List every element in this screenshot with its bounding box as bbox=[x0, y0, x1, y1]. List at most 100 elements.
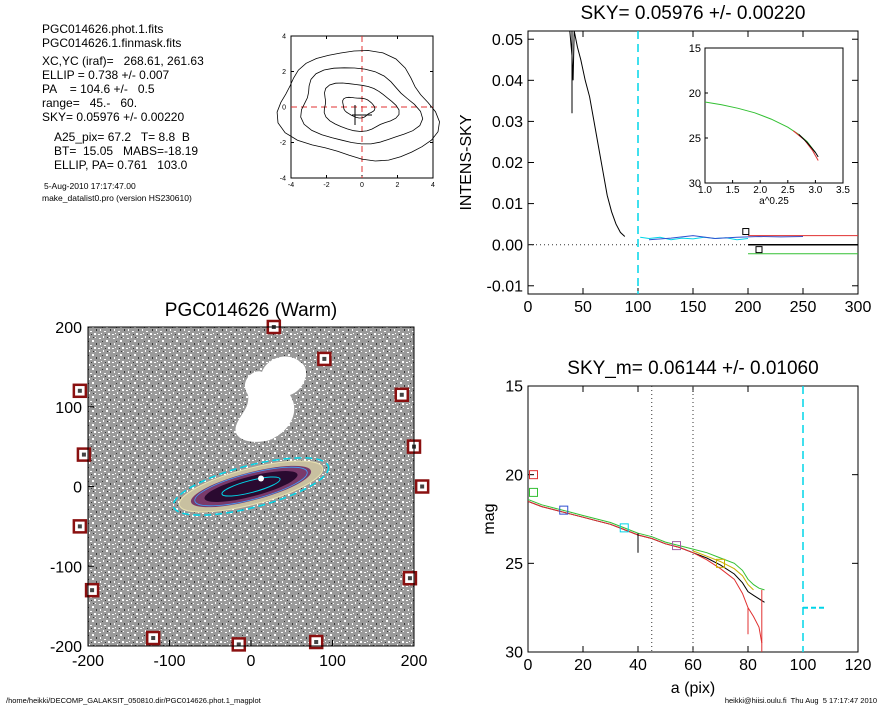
sky-inset: 1.0 1.5 2.0 2.5 3.0 3.5 15 20 25 30 a^0.25 bbox=[689, 43, 851, 207]
x-tick-label: 0 bbox=[524, 657, 533, 674]
mag-ylabel: mag bbox=[481, 503, 498, 534]
param-line: XC,YC (iraf)= 268.61, 261.63 bbox=[42, 54, 204, 68]
mag-title: SKY_m= 0.06144 +/- 0.01060 bbox=[567, 358, 818, 379]
x-tick-label: 200 bbox=[401, 653, 428, 670]
footer-path: /home/heikki/DECOMP_GALAKSIT_050810.dir/… bbox=[6, 696, 261, 705]
inset-y-tick-label: 30 bbox=[689, 178, 701, 190]
x-tick-label: -100 bbox=[153, 653, 185, 670]
sky-series-line bbox=[648, 235, 804, 241]
x-tick-label: 120 bbox=[845, 657, 872, 674]
inset-series-line bbox=[798, 134, 819, 158]
masked-region bbox=[235, 356, 307, 442]
mag-marker bbox=[529, 470, 538, 480]
masked-star-core bbox=[322, 356, 327, 361]
galaxy-isophote-mid bbox=[194, 466, 308, 507]
y-tick-label: 0 bbox=[282, 104, 286, 111]
galaxy-isophote-inner bbox=[221, 476, 281, 497]
contour-line bbox=[300, 67, 424, 145]
y-tick-label: 20 bbox=[505, 467, 523, 484]
x-tick-label: 250 bbox=[790, 299, 817, 316]
x-tick-label: 100 bbox=[625, 299, 652, 316]
y-tick-label: 2 bbox=[282, 69, 286, 76]
info-panel: PGC014626.phot.1.fits PGC014626.1.finmas… bbox=[42, 22, 204, 204]
inset-x-tick-label: 2.5 bbox=[781, 185, 795, 196]
x-tick-label: 0 bbox=[524, 299, 533, 316]
masked-star-core bbox=[314, 640, 319, 645]
contour-chart: -4 -2 0 2 4 -4 -2 0 2 4 bbox=[276, 33, 440, 189]
x-tick-label: 300 bbox=[845, 299, 872, 316]
param-line: ELLIP, PA= 0.761 103.0 bbox=[54, 158, 188, 172]
sky-marker bbox=[755, 246, 763, 254]
y-tick-label: -100 bbox=[50, 559, 82, 576]
y-tick-label: 200 bbox=[55, 320, 82, 337]
y-tick-label: 0.04 bbox=[492, 73, 523, 90]
x-tick-label: 100 bbox=[790, 657, 817, 674]
sky-series-line bbox=[569, 31, 626, 237]
y-tick-label: 0.01 bbox=[492, 196, 523, 213]
y-tick-label: 15 bbox=[505, 379, 523, 396]
inset-x-tick-label: 3.0 bbox=[808, 185, 822, 196]
x-tick-label: 4 bbox=[431, 182, 435, 189]
footer-stamp: heikki@hiisi.oulu.fi Thu Aug 5 17:17:47 … bbox=[724, 696, 877, 705]
inset-series-line bbox=[792, 130, 819, 161]
x-tick-label: 0 bbox=[247, 653, 256, 670]
mag-plot-area bbox=[528, 386, 825, 652]
masked-star-core bbox=[420, 484, 425, 489]
x-tick-label: 100 bbox=[319, 653, 346, 670]
mag-marker bbox=[529, 487, 538, 497]
date-line: 5-Aug-2010 17:17:47.00 bbox=[44, 181, 136, 191]
mag-series-line bbox=[528, 500, 765, 603]
mag-series-line bbox=[528, 500, 763, 644]
image-title: PGC014626 (Warm) bbox=[165, 300, 337, 321]
inset-y-tick-label: 25 bbox=[689, 133, 701, 145]
masked-star-core bbox=[81, 452, 86, 457]
inset-xlabel: a^0.25 bbox=[759, 196, 789, 207]
info-line: PGC014626.1.finmask.fits bbox=[42, 36, 182, 50]
mag-marker bbox=[559, 505, 569, 515]
x-tick-label: 2 bbox=[396, 182, 400, 189]
contour-line bbox=[323, 82, 400, 132]
mag-marker bbox=[716, 558, 725, 568]
mag-series-line bbox=[692, 550, 754, 591]
y-tick-label: 0.02 bbox=[492, 155, 523, 172]
y-tick-label: -4 bbox=[280, 175, 286, 182]
inset-x-tick-label: 1.5 bbox=[726, 185, 740, 196]
mag-series-line bbox=[528, 499, 765, 591]
param-line: A25_pix= 67.2 T= 8.8 B bbox=[54, 130, 190, 144]
param-line: SKY= 0.05976 +/- 0.00220 bbox=[42, 110, 185, 124]
x-tick-label: -2 bbox=[323, 182, 329, 189]
mag-xlabel: a (pix) bbox=[671, 680, 715, 697]
masked-star-core bbox=[90, 588, 95, 593]
foreground-star bbox=[258, 475, 264, 482]
mag-marker bbox=[672, 541, 681, 551]
magnitude-profile-chart: SKY_m= 0.06144 +/- 0.01060 a (pix) mag 0 20 4… bbox=[481, 358, 871, 697]
y-tick-label: 0.03 bbox=[492, 114, 523, 131]
x-tick-label: 50 bbox=[574, 299, 592, 316]
sky-title: SKY= 0.05976 +/- 0.00220 bbox=[580, 3, 805, 24]
galaxy-image-chart: PGC014626 (Warm) -200 -100 0 100 200 -200 -100 0… bbox=[50, 300, 430, 670]
info-line: PGC014626.phot.1.fits bbox=[42, 22, 164, 36]
x-tick-label: 0 bbox=[360, 182, 364, 189]
y-tick-label: 30 bbox=[505, 645, 523, 662]
y-tick-label: 4 bbox=[282, 33, 286, 40]
y-tick-label: -0.01 bbox=[487, 278, 524, 295]
sky-series-line bbox=[640, 236, 749, 241]
x-tick-label: 20 bbox=[574, 657, 592, 674]
x-tick-label: -4 bbox=[288, 182, 294, 189]
masked-star-core bbox=[77, 524, 82, 529]
inset-x-tick-label: 2.0 bbox=[753, 185, 767, 196]
x-tick-label: 80 bbox=[739, 657, 757, 674]
y-tick-label: -200 bbox=[50, 639, 82, 656]
galaxy-inner bbox=[204, 471, 298, 502]
galaxy-isophote-outer bbox=[172, 457, 330, 516]
masked-star-core bbox=[236, 642, 241, 647]
galaxy bbox=[172, 457, 330, 516]
sky-plot-area bbox=[569, 31, 858, 294]
y-tick-label: 0 bbox=[73, 480, 82, 497]
param-line: ELLIP = 0.738 +/- 0.007 bbox=[42, 68, 170, 82]
inset-y-tick-label: 15 bbox=[689, 43, 701, 55]
masked-star-core bbox=[77, 388, 82, 393]
program-line: make_datalist0.pro (version HS230610) bbox=[42, 193, 192, 203]
